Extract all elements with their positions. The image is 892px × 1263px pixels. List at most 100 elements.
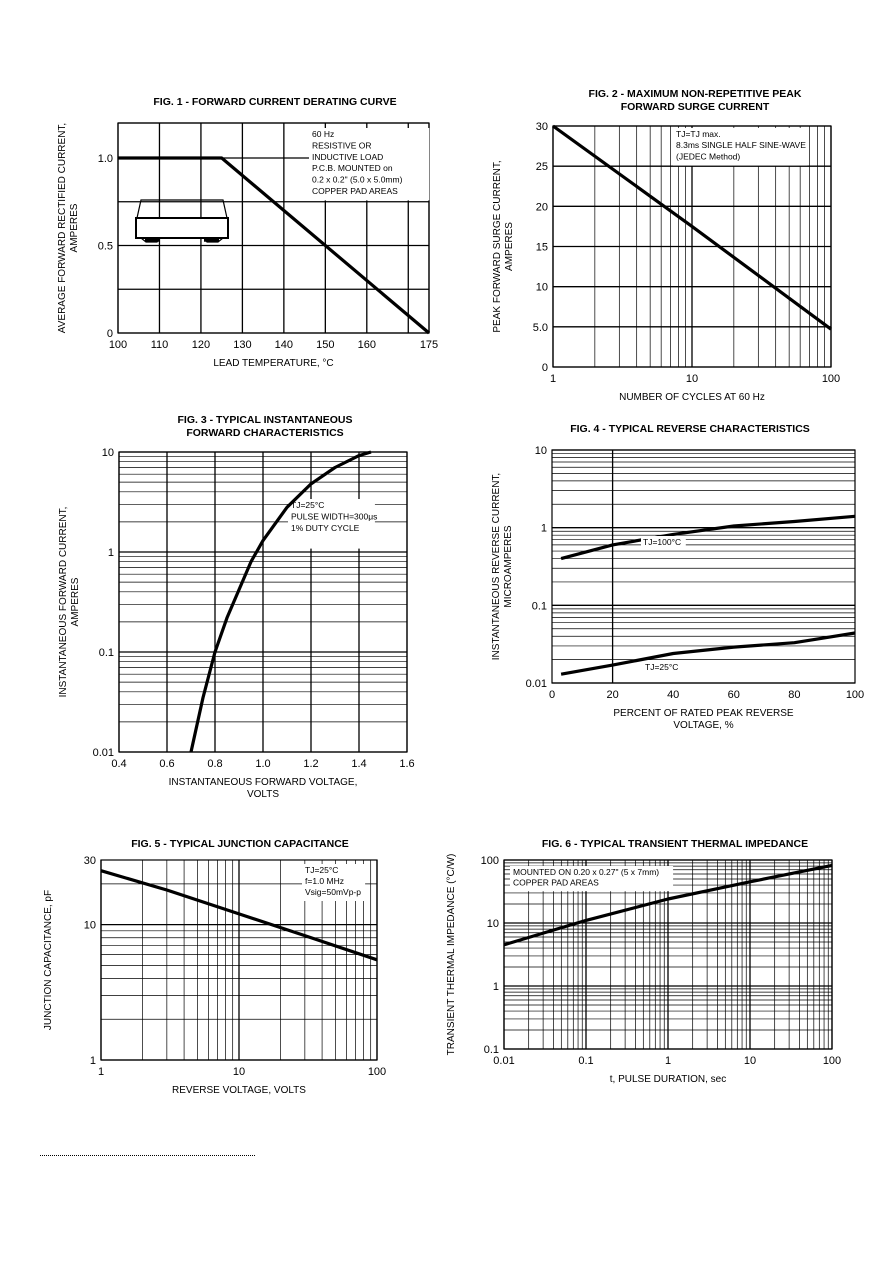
fig2-annotation: TJ=TJ max. 8.3ms SINGLE HALF SINE-WAVE (JE… bbox=[676, 129, 806, 161]
fig2-xtick-label: 10 bbox=[686, 373, 698, 385]
fig3-xtick-label: 0.4 bbox=[111, 758, 126, 770]
fig4-ytick-label: 0.01 bbox=[526, 678, 547, 690]
fig4-gridlines bbox=[552, 449, 855, 684]
fig3-xlabel: INSTANTANEOUS FORWARD VOLTAGE, VOLTS bbox=[169, 777, 358, 800]
fig5-ytick-label: 30 bbox=[84, 855, 96, 867]
fig2-ytick-label: 5.0 bbox=[533, 322, 548, 334]
fig3-chart: 0.4 0.6 0.8 1.0 1.2 1.4 1.6 0.01 0.1 1 10 INSTANTAN… bbox=[58, 447, 415, 800]
fig3-ytick-label: 0.01 bbox=[93, 747, 114, 759]
fig4-xtick-label: 100 bbox=[846, 689, 864, 701]
fig2-ytick-label: 25 bbox=[536, 161, 548, 173]
fig6-xlabel: t, PULSE DURATION, sec bbox=[610, 1074, 727, 1085]
fig4-series-label-bg bbox=[641, 536, 686, 548]
fig5-xtick-label: 10 bbox=[233, 1066, 245, 1078]
fig3-plot-frame bbox=[118, 451, 408, 753]
fig2-title: FIG. 2 - MAXIMUM NON-REPETITIVE PEAK FOR… bbox=[588, 88, 802, 113]
fig4-xtick-label: 60 bbox=[728, 689, 740, 701]
fig3-annotation-bg bbox=[288, 499, 375, 549]
fig4-xtick-label: 0 bbox=[549, 689, 555, 701]
fig6-series-line bbox=[503, 863, 833, 947]
fig2-ylabel: PEAK FORWARD SURGE CURRENT,AMPERES bbox=[492, 160, 515, 332]
fig3-xtick-label: 1.0 bbox=[255, 758, 270, 770]
fig1-ytick-label: 0 bbox=[107, 328, 113, 340]
fig6-xtick-label: 0.1 bbox=[578, 1055, 593, 1067]
fig4-ytick-label: 1 bbox=[541, 523, 547, 535]
fig5-ytick-label: 10 bbox=[84, 920, 96, 932]
fig4-ytick-label: 10 bbox=[535, 445, 547, 457]
fig6-plot-frame bbox=[503, 859, 833, 1050]
fig3-gridlines bbox=[118, 451, 408, 753]
fig5-series-line bbox=[100, 869, 378, 962]
fig6-ytick-label: 100 bbox=[481, 855, 499, 867]
fig4-plot-frame bbox=[551, 449, 856, 684]
fig3-xtick-label: 0.8 bbox=[207, 758, 222, 770]
fig1-xlabel: LEAD TEMPERATURE, °C bbox=[213, 358, 333, 369]
fig6-ytick-label: 0.1 bbox=[484, 1044, 499, 1056]
fig4-xtick-label: 80 bbox=[788, 689, 800, 701]
fig1-xtick-label: 100 bbox=[109, 339, 127, 351]
fig4-series-line bbox=[560, 514, 856, 561]
fig1-xtick-label: 130 bbox=[233, 339, 251, 351]
fig2-plot-frame bbox=[552, 125, 832, 368]
smd-package-icon bbox=[135, 199, 229, 243]
fig1-ytick-label: 1.0 bbox=[98, 153, 113, 165]
fig3-xtick-label: 1.6 bbox=[399, 758, 414, 770]
fig5-annotation: TJ=25°C f=1.0 MHz Vsig=50mVp-p bbox=[305, 865, 361, 897]
fig2-ytick-label: 20 bbox=[536, 201, 548, 213]
fig1-chart: 100 110 120 130 140 150 160 175 0 0.5 1.0 LEAD TEMP… bbox=[57, 122, 438, 369]
fig4-chart: 0 20 40 60 80 100 0.01 0.1 1 10 PERCENT OF RATED P… bbox=[491, 445, 864, 731]
fig6-title: FIG. 6 - TYPICAL TRANSIENT THERMAL IMPED… bbox=[541, 838, 809, 850]
fig6-annotation-bg bbox=[510, 866, 674, 892]
fig3-xtick-label: 1.2 bbox=[303, 758, 318, 770]
fig4-xtick-label: 20 bbox=[606, 689, 618, 701]
fig1-ytick-label: 0.5 bbox=[98, 241, 113, 253]
fig1-xtick-label: 140 bbox=[275, 339, 293, 351]
fig2-ytick-label: 0 bbox=[542, 362, 548, 374]
fig2-ytick-label: 10 bbox=[536, 282, 548, 294]
fig4-series-label-bg bbox=[643, 661, 683, 673]
fig1-series-line bbox=[118, 156, 431, 335]
fig5-title: FIG. 5 - TYPICAL JUNCTION CAPACITANCE bbox=[131, 838, 349, 850]
footer-divider bbox=[40, 1155, 255, 1156]
fig6-ytick-label: 10 bbox=[487, 918, 499, 930]
fig2-annotation-bg bbox=[673, 128, 808, 166]
fig1-title: FIG. 1 - FORWARD CURRENT DERATING CURVE bbox=[153, 96, 397, 108]
fig1-ylabel: AVERAGE FORWARD RECTIFIED CURRENT,AMPERE… bbox=[57, 123, 80, 333]
fig6-xtick-label: 10 bbox=[744, 1055, 756, 1067]
fig5-xlabel: REVERSE VOLTAGE, VOLTS bbox=[172, 1085, 306, 1096]
fig1-annotation: 60 Hz RESISTIVE OR INDUCTIVE LOAD P.C.B. MO… bbox=[312, 129, 403, 196]
fig1-plot-frame bbox=[117, 122, 430, 334]
fig1-xtick-label: 150 bbox=[316, 339, 334, 351]
fig2-xtick-label: 1 bbox=[550, 373, 556, 385]
fig3-xtick-label: 1.4 bbox=[351, 758, 366, 770]
fig6-ytick-label: 1 bbox=[493, 981, 499, 993]
fig4-xtick-label: 40 bbox=[667, 689, 679, 701]
fig4-ytick-label: 0.1 bbox=[532, 600, 547, 612]
fig5-plot-frame bbox=[100, 859, 378, 1061]
fig1-annotation-bg bbox=[309, 128, 430, 201]
fig2-xtick-label: 100 bbox=[822, 373, 840, 385]
fig2-ytick-label: 30 bbox=[536, 121, 548, 133]
fig6-xtick-label: 100 bbox=[823, 1055, 841, 1067]
fig4-ylabel: INSTANTANEOUS REVERSE CURRENT,MICROAMPER… bbox=[491, 473, 514, 660]
fig4-title: FIG. 4 - TYPICAL REVERSE CHARACTERISTICS bbox=[570, 423, 810, 435]
fig3-xtick-label: 0.6 bbox=[159, 758, 174, 770]
fig6-annotation: MOUNTED ON 0.20 x 0.27" (5 x 7mm) COPPER … bbox=[513, 867, 659, 888]
fig3-ylabel: INSTANTANEOUS FORWARD CURRENT,AMPERES bbox=[58, 507, 81, 698]
fig2-chart: 1 10 100 0 5.0 10 15 20 25 30 NUMBER OF CYCLES AT … bbox=[492, 121, 840, 403]
fig6-xtick-label: 1 bbox=[665, 1055, 671, 1067]
fig3-ytick-label: 10 bbox=[102, 447, 114, 459]
fig4-series-label: TJ=100°C bbox=[643, 537, 681, 547]
fig3-series-line bbox=[189, 450, 372, 753]
fig4-series-line bbox=[560, 631, 856, 676]
fig4-xlabel: PERCENT OF RATED PEAK REVERSE VOLTAGE, % bbox=[613, 708, 794, 731]
fig2-series-line bbox=[552, 124, 832, 331]
fig3-ytick-label: 0.1 bbox=[99, 647, 114, 659]
fig1-xtick-label: 160 bbox=[358, 339, 376, 351]
fig5-chart: 1 10 100 1 10 30 REVERSE VOLTAGE, VOLTS JUNCTIO… bbox=[43, 855, 386, 1096]
fig5-xtick-label: 1 bbox=[98, 1066, 104, 1078]
fig6-xtick-label: 0.01 bbox=[493, 1055, 514, 1067]
fig3-ytick-label: 1 bbox=[108, 547, 114, 559]
